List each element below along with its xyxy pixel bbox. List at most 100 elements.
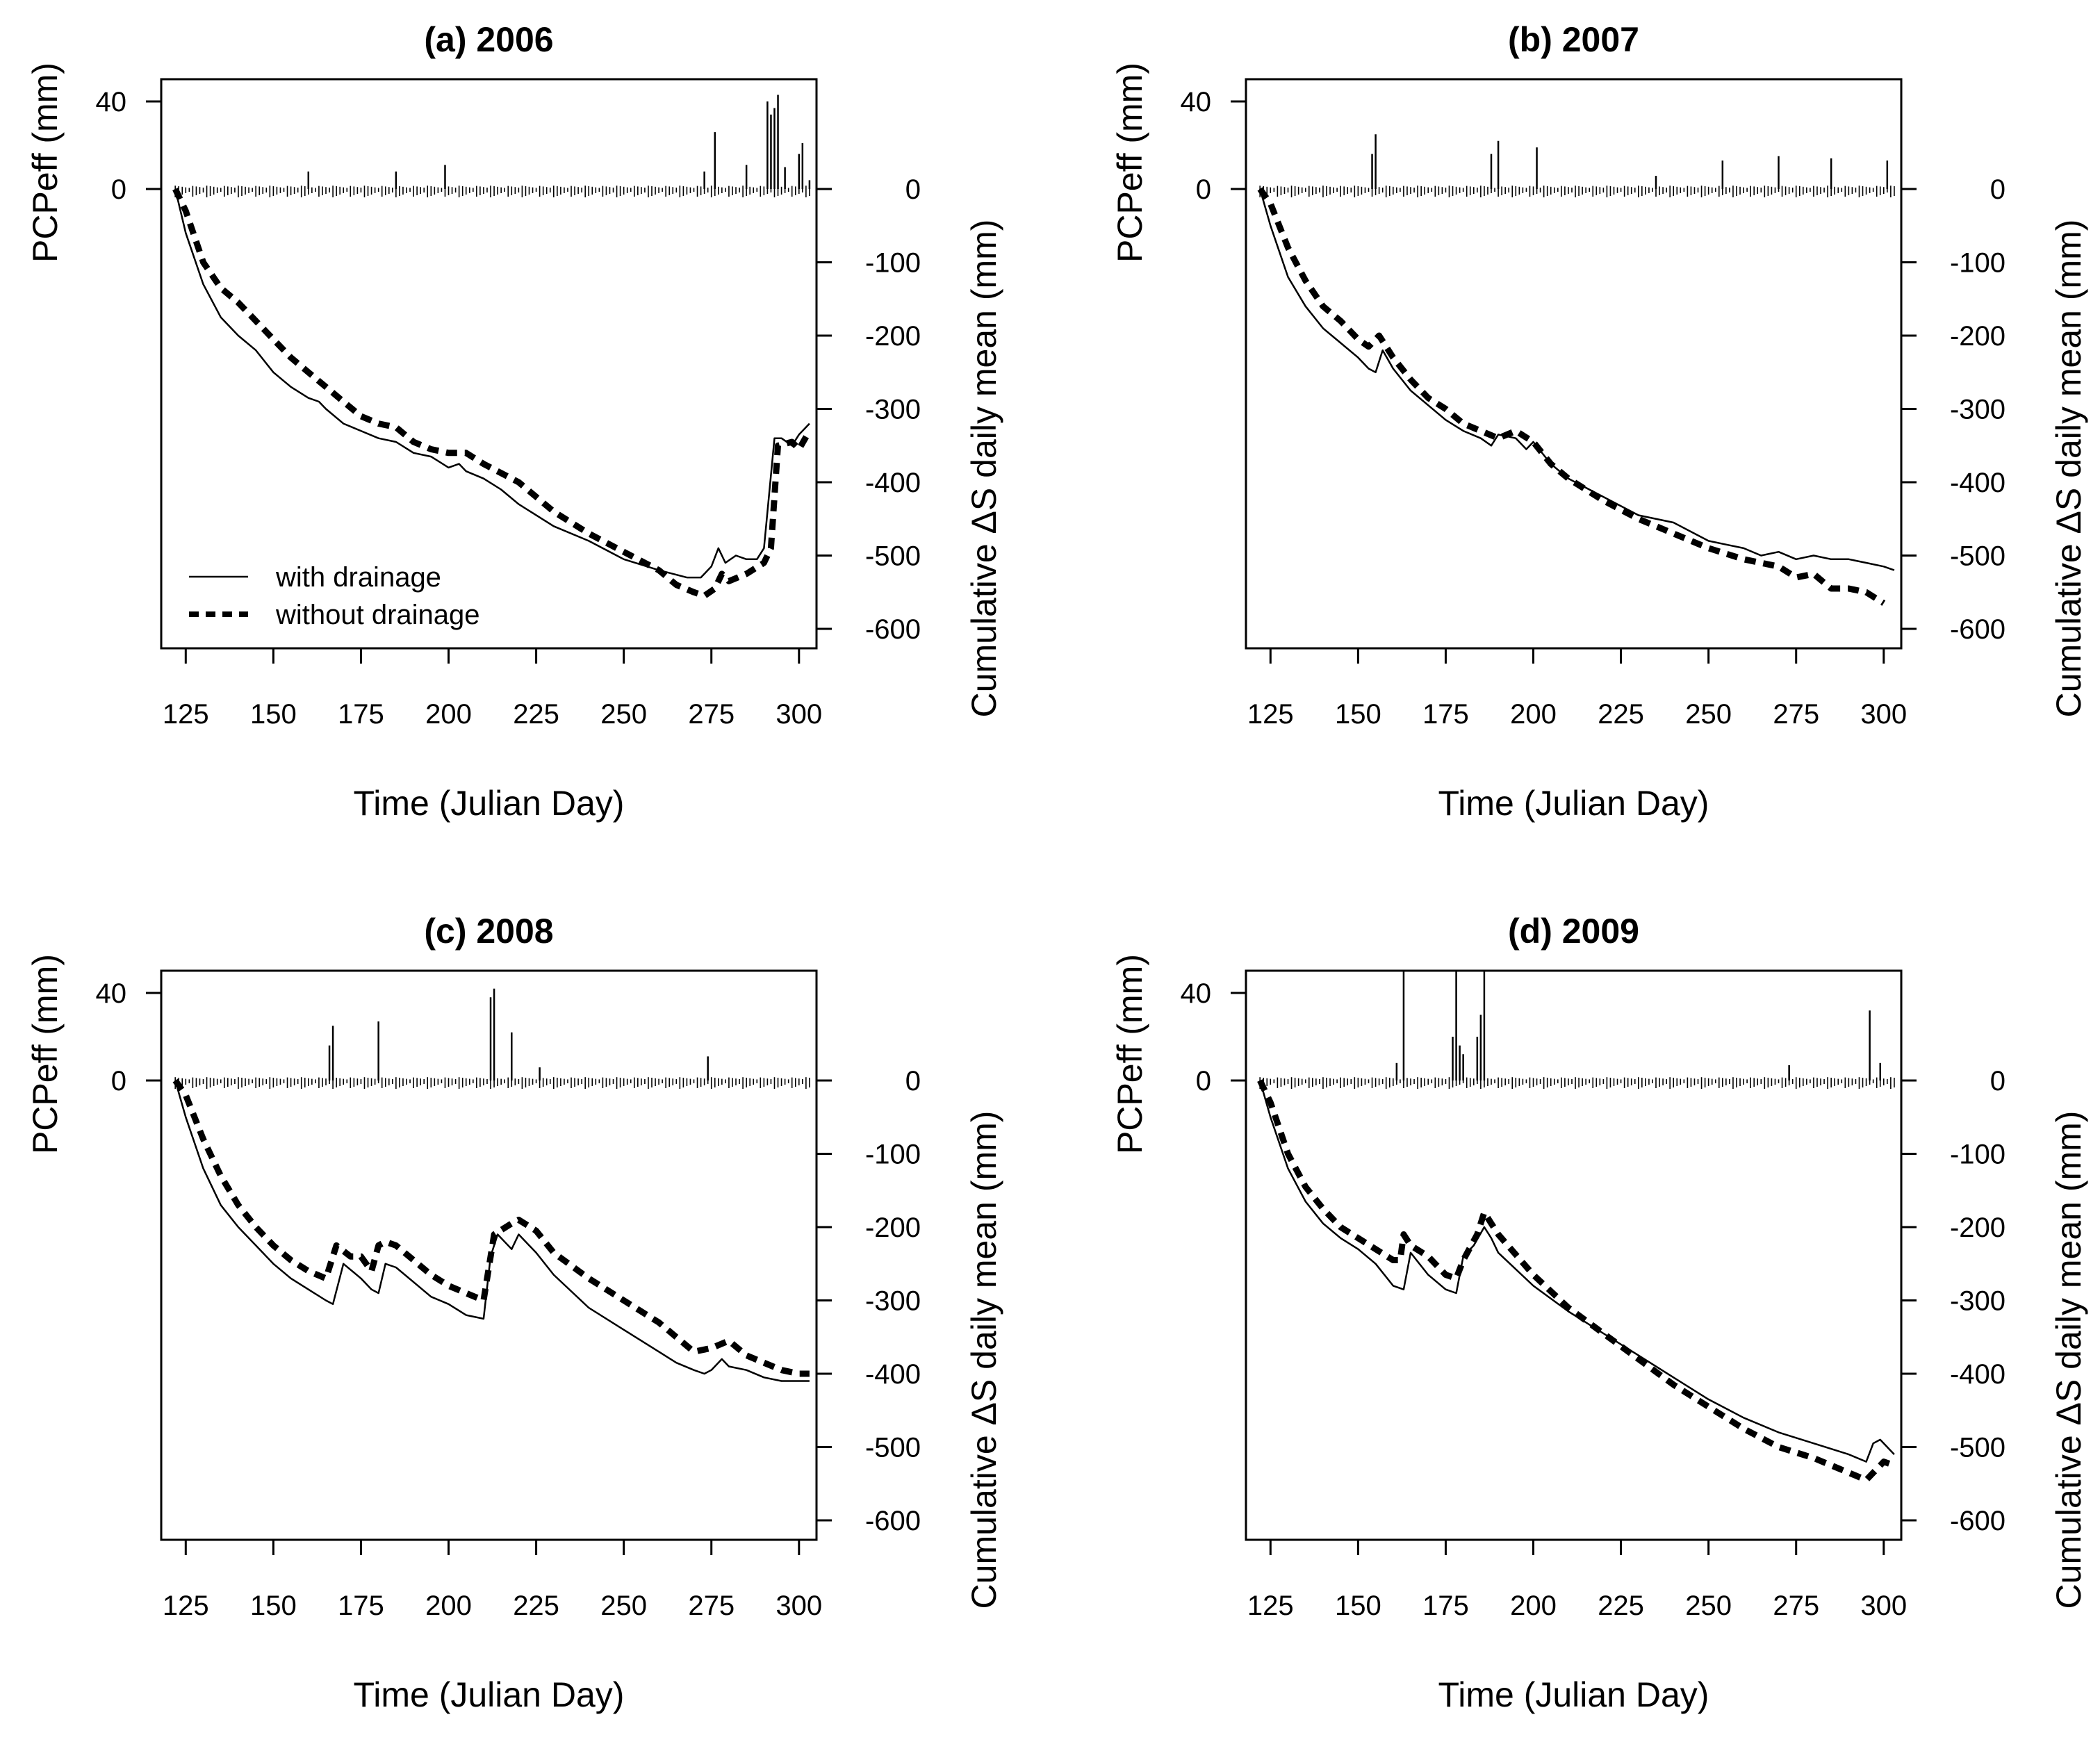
x-axis-title: Time (Julian Day) bbox=[354, 784, 625, 823]
x-tick-label: 125 bbox=[1247, 699, 1294, 730]
right-tick-label: -500 bbox=[1950, 541, 2005, 572]
pcp-daily-bars bbox=[1259, 1077, 1895, 1089]
right-tick-label: -100 bbox=[865, 248, 921, 279]
plot-frame bbox=[160, 969, 818, 1541]
right-tick-label: -200 bbox=[865, 1213, 921, 1243]
panel-title: (a) 2006 bbox=[424, 20, 553, 59]
right-tick-label: -500 bbox=[865, 1433, 921, 1463]
x-tick-label: 275 bbox=[1773, 699, 1819, 730]
x-tick-label: 175 bbox=[1422, 1591, 1469, 1621]
x-tick-label: 225 bbox=[513, 699, 559, 730]
x-tick-label: 200 bbox=[425, 1591, 472, 1621]
right-tick-label: -600 bbox=[1950, 614, 2005, 645]
x-tick-label: 125 bbox=[163, 1591, 209, 1621]
x-tick-label: 275 bbox=[688, 699, 735, 730]
right-tick-label: 0 bbox=[905, 174, 921, 205]
pcp-spikes bbox=[307, 95, 811, 189]
right-tick-label: -600 bbox=[865, 614, 921, 645]
right-tick-label: -400 bbox=[865, 468, 921, 498]
left-tick-label: 0 bbox=[111, 1066, 126, 1096]
right-tick-label: -400 bbox=[1950, 1359, 2005, 1390]
left-axis-title: PCPeff (mm) bbox=[26, 63, 65, 263]
x-tick-label: 150 bbox=[1335, 699, 1381, 730]
right-tick-label: -600 bbox=[865, 1506, 921, 1536]
x-tick-label: 225 bbox=[513, 1591, 559, 1621]
x-tick-label: 200 bbox=[425, 699, 472, 730]
right-tick-label: -200 bbox=[865, 321, 921, 352]
left-tick-label: 0 bbox=[111, 174, 126, 205]
right-axis-title: Cumulative ΔS daily mean (mm) bbox=[965, 1111, 1003, 1609]
x-axis-title: Time (Julian Day) bbox=[354, 1675, 625, 1714]
left-axis-title: PCPeff (mm) bbox=[1110, 954, 1149, 1154]
right-tick-label: -300 bbox=[1950, 395, 2005, 425]
x-tick-label: 275 bbox=[688, 1591, 735, 1621]
x-tick-label: 300 bbox=[776, 699, 822, 730]
pcp-daily-bars bbox=[174, 1077, 810, 1089]
right-tick-label: -300 bbox=[1950, 1286, 2005, 1317]
right-tick-label: -400 bbox=[865, 1359, 921, 1390]
x-tick-label: 225 bbox=[1598, 1591, 1644, 1621]
panel-1: (a) 2006 125 150 175 200 225 250 275 300 Time (Ju… bbox=[26, 20, 1003, 823]
right-tick-label: 0 bbox=[905, 1066, 921, 1096]
pcp-spikes bbox=[1371, 134, 1889, 189]
panel-title: (d) 2009 bbox=[1508, 912, 1639, 951]
right-tick-label: -200 bbox=[1950, 1213, 2005, 1243]
x-tick-label: 275 bbox=[1773, 1591, 1819, 1621]
left-axis-title: PCPeff (mm) bbox=[1110, 63, 1149, 263]
right-tick-label: -500 bbox=[1950, 1433, 2005, 1463]
series-with-drainage bbox=[174, 1080, 810, 1382]
right-tick-label: -600 bbox=[1950, 1506, 2005, 1536]
x-tick-label: 300 bbox=[776, 1591, 822, 1621]
panel-title: (c) 2008 bbox=[424, 912, 553, 951]
x-tick-label: 125 bbox=[163, 699, 209, 730]
right-axis-title: Cumulative ΔS daily mean (mm) bbox=[2049, 220, 2088, 718]
x-axis-title: Time (Julian Day) bbox=[1438, 784, 1709, 823]
right-axis-title: Cumulative ΔS daily mean (mm) bbox=[2049, 1111, 2088, 1609]
x-tick-label: 150 bbox=[1335, 1591, 1381, 1621]
legend-dashed-label: without drainage bbox=[275, 600, 480, 630]
series-without-drainage bbox=[1257, 1079, 1896, 1484]
series-with-drainage bbox=[174, 188, 810, 579]
left-tick-label: 40 bbox=[96, 87, 127, 117]
right-tick-label: -100 bbox=[865, 1140, 921, 1170]
x-tick-label: 200 bbox=[1510, 699, 1557, 730]
right-tick-label: -500 bbox=[865, 541, 921, 572]
legend-solid-label: with drainage bbox=[275, 562, 441, 593]
right-tick-label: -100 bbox=[1950, 1140, 2005, 1170]
x-tick-label: 225 bbox=[1598, 699, 1644, 730]
x-tick-label: 250 bbox=[600, 699, 647, 730]
right-axis-title: Cumulative ΔS daily mean (mm) bbox=[965, 220, 1003, 718]
panel-2: (b) 2007 125 150 175 200 225 250 275 300 Time (Ju… bbox=[1110, 20, 2088, 823]
series-with-drainage bbox=[1258, 188, 1895, 571]
right-tick-label: 0 bbox=[1990, 1066, 2005, 1096]
series-without-drainage bbox=[172, 188, 812, 599]
x-tick-label: 175 bbox=[338, 699, 384, 730]
pcp-spikes bbox=[328, 988, 709, 1080]
right-tick-label: -400 bbox=[1950, 468, 2005, 498]
right-tick-label: -100 bbox=[1950, 248, 2005, 279]
pcp-daily-bars bbox=[1259, 186, 1895, 197]
x-tick-label: 250 bbox=[600, 1591, 647, 1621]
legend: with drainage without drainage bbox=[189, 562, 480, 630]
plot-frame bbox=[1245, 78, 1903, 650]
x-tick-label: 150 bbox=[250, 1591, 297, 1621]
x-tick-label: 300 bbox=[1860, 1591, 1907, 1621]
x-tick-label: 300 bbox=[1860, 699, 1907, 730]
left-tick-label: 40 bbox=[1181, 978, 1212, 1009]
plot-frame bbox=[160, 78, 818, 650]
x-tick-label: 250 bbox=[1685, 699, 1732, 730]
panel-4: (d) 2009 125 150 175 200 225 250 275 300 Time (Ju… bbox=[1110, 912, 2088, 1714]
x-tick-label: 175 bbox=[338, 1591, 384, 1621]
right-tick-label: -300 bbox=[865, 395, 921, 425]
left-axis-title: PCPeff (mm) bbox=[26, 954, 65, 1154]
plot-frame bbox=[1245, 969, 1903, 1541]
left-tick-label: 0 bbox=[1196, 1066, 1211, 1096]
pcp-daily-bars bbox=[174, 186, 810, 197]
left-tick-label: 40 bbox=[96, 978, 127, 1009]
left-tick-label: 40 bbox=[1181, 87, 1212, 117]
pcp-spikes bbox=[1395, 971, 1881, 1080]
series-with-drainage bbox=[1258, 1080, 1895, 1463]
x-axis-title: Time (Julian Day) bbox=[1438, 1675, 1709, 1714]
left-tick-label: 0 bbox=[1196, 174, 1211, 205]
